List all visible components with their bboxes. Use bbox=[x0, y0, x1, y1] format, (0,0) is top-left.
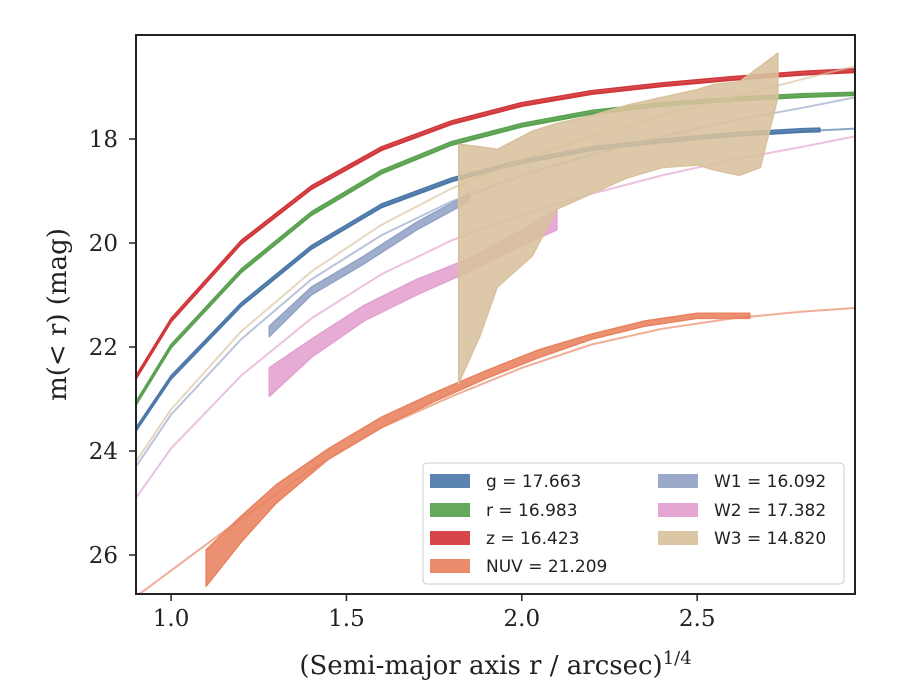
y-tick-label: 20 bbox=[89, 231, 118, 257]
legend: g = 17.663 r = 16.983 z = 16.423 NUV = 21.2… bbox=[422, 462, 845, 585]
x-tick-label: 2.0 bbox=[504, 606, 541, 632]
x-tick-label: 1.5 bbox=[328, 606, 365, 632]
tick-layer: 1.0 1.5 2.0 2.5 18 20 22 24 26 bbox=[89, 127, 716, 632]
y-tick-label: 18 bbox=[89, 127, 118, 153]
plot-frame bbox=[135, 34, 856, 595]
profile-band-z-16-423 bbox=[136, 68, 855, 380]
profile-band-r-16-983 bbox=[136, 91, 855, 406]
legend-label-z-16-423: z = 16.423 bbox=[486, 529, 579, 549]
profile-band-g-17-663 bbox=[136, 127, 821, 432]
x-tick-label: 2.5 bbox=[679, 606, 716, 632]
legend-swatch-z-16-423 bbox=[430, 531, 470, 545]
legend-swatch-w2-17-382 bbox=[658, 503, 698, 517]
legend-box bbox=[422, 462, 845, 585]
legend-label-w2-17-382: W2 = 17.382 bbox=[714, 501, 826, 521]
profile-band-nuv-21-209 bbox=[205, 312, 751, 587]
legend-label-g-17-663: g = 17.663 bbox=[486, 472, 581, 492]
legend-label-r-16-983: r = 16.983 bbox=[486, 501, 578, 521]
profile-band-w3-14-820 bbox=[457, 52, 779, 385]
series-layer bbox=[136, 52, 855, 594]
y-tick-label: 22 bbox=[89, 335, 118, 361]
legend-swatch-r-16-983 bbox=[430, 503, 470, 517]
legend-swatch-w3-14-820 bbox=[658, 531, 698, 545]
y-tick-label: 24 bbox=[89, 439, 118, 465]
y-axis-label: m(< r) (mag) bbox=[43, 228, 73, 401]
legend-label-w1-16-092: W1 = 16.092 bbox=[714, 472, 826, 492]
legend-label-w3-14-820: W3 = 14.820 bbox=[714, 529, 826, 549]
legend-label-nuv-21-209: NUV = 21.209 bbox=[486, 557, 607, 577]
legend-swatch-w1-16-092 bbox=[658, 474, 698, 488]
legend-swatch-g-17-663 bbox=[430, 474, 470, 488]
x-tick-label: 1.0 bbox=[153, 606, 190, 632]
x-axis-label: (Semi-major axis r / arcsec)1/4 bbox=[299, 648, 691, 681]
y-tick-label: 26 bbox=[89, 543, 118, 569]
legend-swatch-nuv-21-209 bbox=[430, 559, 470, 573]
